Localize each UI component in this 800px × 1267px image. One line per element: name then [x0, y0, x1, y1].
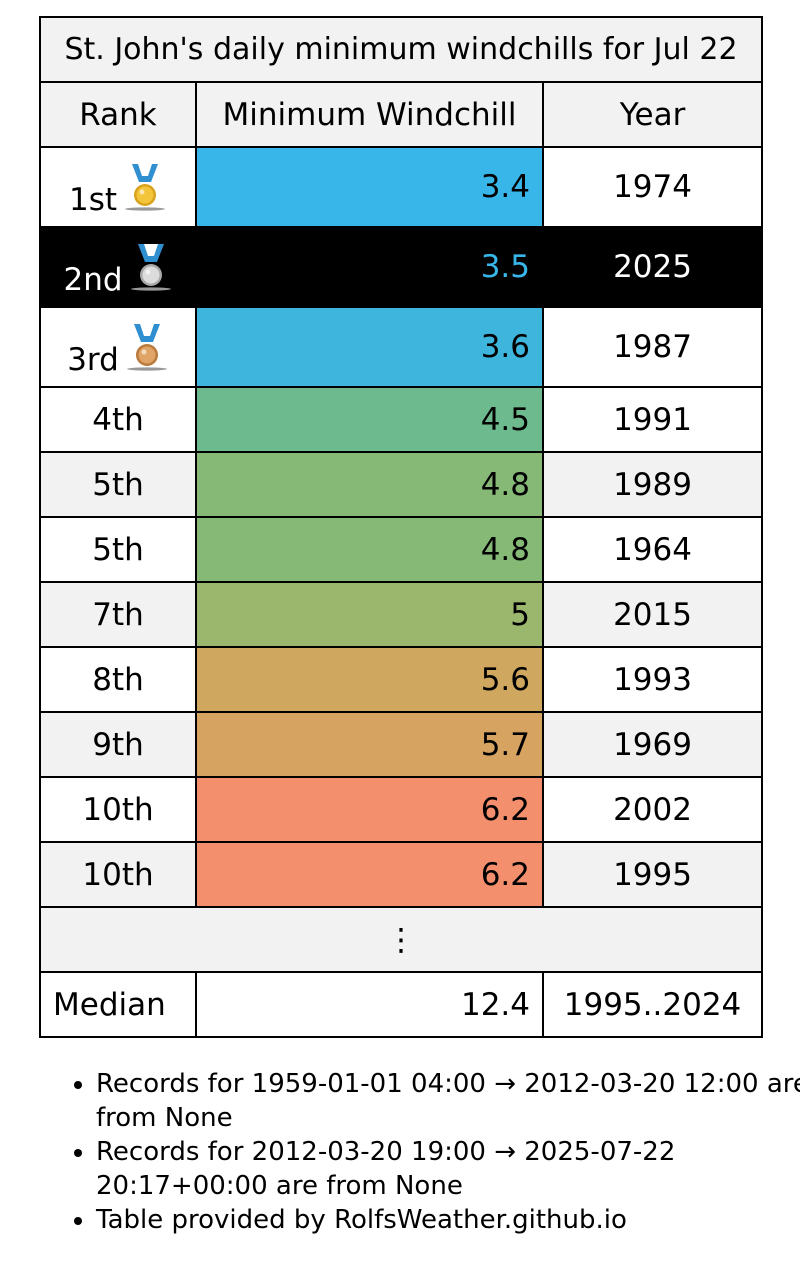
table-row: 2nd 3.5 2025 [39, 226, 764, 308]
rank-label: 3rd [67, 342, 119, 378]
year-cell: 2025 [541, 226, 764, 308]
windchill-value: 6.2 [195, 776, 544, 843]
year-cell: 2002 [541, 776, 764, 843]
year-cell: 2015 [541, 581, 764, 648]
table-row: 10th 6.2 2002 [39, 776, 764, 843]
table-row: 1st 3.4 1974 [39, 146, 764, 228]
year-cell: 1969 [541, 711, 764, 778]
table-row: 7th 5 2015 [39, 581, 764, 648]
rank-cell: 2nd [39, 226, 197, 308]
note-item: Records for 1959-01-01 04:00 → 2012-03-2… [96, 1067, 800, 1135]
year-header: Year [541, 81, 764, 148]
table-row: 5th 4.8 1989 [39, 451, 764, 518]
bronze-medal-icon [125, 322, 169, 372]
windchill-value: 5.6 [195, 646, 544, 713]
median-value: 12.4 [195, 971, 544, 1038]
rank-cell: 7th [39, 581, 197, 648]
windchill-value: 3.4 [195, 146, 544, 228]
rank-header: Rank [39, 81, 197, 148]
windchill-value: 4.5 [195, 386, 544, 453]
notes-list: Records for 1959-01-01 04:00 → 2012-03-2… [56, 1067, 800, 1237]
year-cell: 1987 [541, 306, 764, 388]
table-row: 5th 4.8 1964 [39, 516, 764, 583]
rank-label: 2nd [63, 262, 123, 298]
year-cell: 1964 [541, 516, 764, 583]
rank-cell: 4th [39, 386, 197, 453]
table-row: 8th 5.6 1993 [39, 646, 764, 713]
windchill-value: 6.2 [195, 841, 544, 908]
note-item: Table provided by RolfsWeather.github.io [96, 1203, 800, 1237]
rank-cell: 8th [39, 646, 197, 713]
table-row: 10th 6.2 1995 [39, 841, 764, 908]
year-cell: 1995 [541, 841, 764, 908]
windchill-header: Minimum Windchill [195, 81, 544, 148]
table-row: 3rd 3.6 1987 [39, 306, 764, 388]
windchill-value: 5.7 [195, 711, 544, 778]
rank-cell: 1st [39, 146, 197, 228]
windchill-value: 4.8 [195, 451, 544, 518]
windchill-value: 3.5 [195, 226, 544, 308]
rank-label: 1st [68, 182, 118, 218]
rank-cell: 10th [39, 841, 197, 908]
rank-cell: 9th [39, 711, 197, 778]
records-table: St. John's daily minimum windchills for … [38, 16, 764, 1038]
year-cell: 1989 [541, 451, 764, 518]
table-row: 4th 4.5 1991 [39, 386, 764, 453]
windchill-value: 5 [195, 581, 544, 648]
windchill-value: 4.8 [195, 516, 544, 583]
year-cell: 1974 [541, 146, 764, 228]
year-cell: 1993 [541, 646, 764, 713]
table-row: 9th 5.7 1969 [39, 711, 764, 778]
median-years: 1995..2024 [541, 971, 764, 1038]
rank-cell: 5th [39, 516, 197, 583]
silver-medal-icon [129, 242, 173, 292]
windchill-value: 3.6 [195, 306, 544, 388]
median-label: Median [39, 971, 197, 1038]
rank-cell: 10th [39, 776, 197, 843]
year-cell: 1991 [541, 386, 764, 453]
rank-cell: 5th [39, 451, 197, 518]
note-item: Records for 2012-03-20 19:00 → 2025-07-2… [96, 1135, 800, 1203]
gold-medal-icon [123, 162, 167, 212]
rank-cell: 3rd [39, 306, 197, 388]
more-rows-ellipsis: ⋮ [38, 906, 764, 973]
records-body: 1st 3.4 1974 2nd 3.5 2025 3rd 3.6 1987 4th 4.5 1991… [39, 146, 764, 908]
table-title: St. John's daily minimum windchills for … [38, 16, 764, 83]
